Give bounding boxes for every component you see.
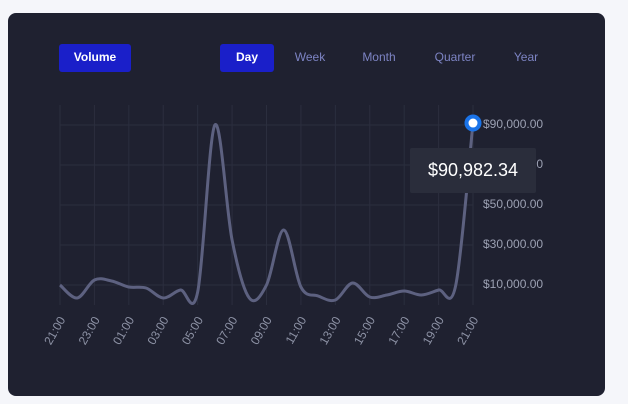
- y-tick-label: $30,000.00: [483, 237, 543, 251]
- y-tick-label: $50,000.00: [483, 197, 543, 211]
- tab-label: Year: [514, 50, 538, 64]
- button-label: Volume: [74, 50, 117, 64]
- period-tab[interactable]: Day: [220, 44, 274, 72]
- point-marker: [464, 114, 482, 132]
- tab-bg: [220, 44, 274, 72]
- period-tab[interactable]: Quarter: [435, 50, 476, 64]
- tooltip-bg: [410, 148, 536, 193]
- tab-label: Month: [362, 50, 395, 64]
- button-bg: [59, 44, 131, 72]
- metric-button[interactable]: Volume: [59, 44, 131, 72]
- y-tick-label: $90,000.00: [483, 117, 543, 131]
- y-tick-label: $10,000.00: [483, 277, 543, 291]
- tooltip-text: $90,982.34: [428, 160, 518, 180]
- controls: Volume Day Week Month Quarter Year: [59, 44, 538, 72]
- line: [58, 122, 475, 305]
- tab-label: Week: [295, 50, 326, 64]
- period-tab[interactable]: Week: [295, 50, 326, 64]
- period-tab[interactable]: Month: [362, 50, 395, 64]
- tab-label: Quarter: [435, 50, 476, 64]
- tab-label: Day: [236, 50, 258, 64]
- period-tab[interactable]: Year: [514, 50, 538, 64]
